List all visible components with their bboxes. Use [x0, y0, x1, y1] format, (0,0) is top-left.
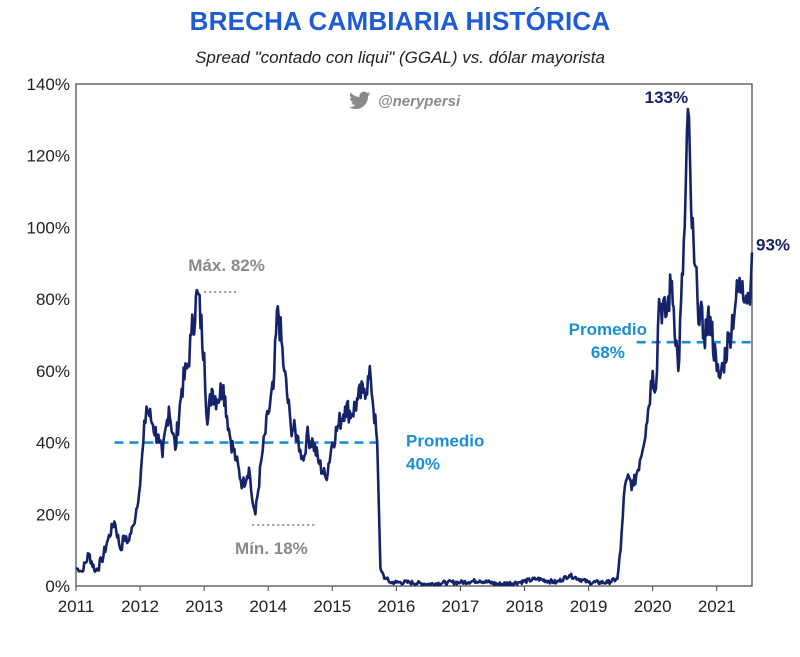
x-tick-label: 2018: [506, 597, 544, 616]
average-value: 40%: [406, 455, 440, 474]
x-tick-label: 2019: [570, 597, 608, 616]
x-tick-label: 2021: [698, 597, 736, 616]
chart-title: BRECHA CAMBIARIA HISTÓRICA: [189, 6, 611, 36]
x-tick-label: 2017: [442, 597, 480, 616]
peak-label: 133%: [645, 88, 688, 107]
average-label: Promedio: [569, 320, 647, 339]
y-axis: 0% 20% 40% 60% 80% 100% 120% 140%: [27, 75, 70, 596]
y-tick-label: 40%: [36, 434, 70, 453]
x-axis: 2011 2012 2013 2014 2015 2016 2017 2018 2019 2020…: [58, 586, 736, 616]
x-tick-label: 2013: [185, 597, 223, 616]
x-tick-label: 2012: [121, 597, 159, 616]
x-tick-label: 2011: [58, 597, 95, 616]
average-label: Promedio: [406, 432, 484, 451]
x-tick-label: 2016: [377, 597, 415, 616]
twitter-handle: @nerypersi: [348, 91, 461, 110]
y-tick-label: 120%: [27, 147, 70, 166]
series-line-brecha: [75, 107, 754, 587]
last-value-label: 93%: [756, 236, 790, 255]
x-tick-label: 2015: [313, 597, 351, 616]
average-value: 68%: [591, 343, 625, 362]
y-tick-label: 20%: [36, 505, 70, 524]
y-tick-label: 60%: [36, 362, 70, 381]
twitter-icon: [348, 91, 371, 109]
x-tick-label: 2014: [249, 597, 287, 616]
y-tick-label: 140%: [27, 75, 70, 94]
y-tick-label: 80%: [36, 290, 70, 309]
x-tick-label: 2020: [634, 597, 672, 616]
plot-frame: [75, 83, 753, 587]
twitter-handle-text: @nerypersi: [378, 93, 461, 110]
chart-subtitle: Spread "contado con liqui" (GGAL) vs. dó…: [195, 48, 605, 67]
min-label: Mín. 18%: [235, 539, 308, 558]
y-tick-label: 100%: [27, 218, 70, 237]
y-tick-label: 0%: [45, 577, 70, 596]
max-label: Máx. 82%: [188, 256, 265, 275]
